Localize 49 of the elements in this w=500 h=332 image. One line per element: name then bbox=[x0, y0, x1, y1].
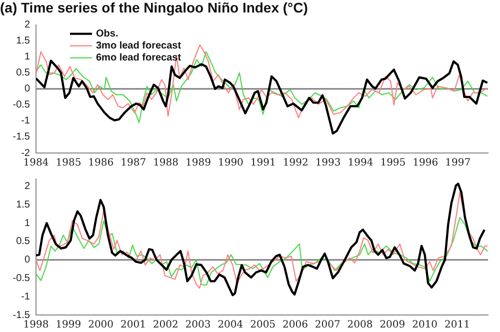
legend-label: Obs. bbox=[96, 28, 118, 40]
x-tick-label: 2011 bbox=[444, 320, 470, 331]
x-tick-label: 1988 bbox=[153, 158, 179, 169]
x-tick-label: 1989 bbox=[186, 158, 211, 169]
y-tick-label: -1.5 bbox=[12, 132, 30, 143]
y-tick-label: 0 bbox=[24, 254, 30, 266]
x-tick-label: 1998 bbox=[23, 320, 49, 331]
y-tick-label: 1.5 bbox=[16, 36, 30, 47]
x-tick-label: 2002 bbox=[152, 320, 178, 331]
y-tick-label: 1 bbox=[24, 52, 30, 63]
x-tick-label: 1986 bbox=[88, 158, 114, 169]
x-tick-label: 1995 bbox=[380, 158, 406, 169]
x-tick-label: 2008 bbox=[347, 320, 373, 331]
y-tick-label: 0.5 bbox=[16, 68, 30, 79]
x-tick-label: 1990 bbox=[218, 158, 244, 169]
x-tick-label: 2001 bbox=[120, 320, 146, 331]
x-tick-label: 1993 bbox=[315, 158, 341, 169]
x-tick-label: 2010 bbox=[412, 320, 438, 331]
x-tick-label: 2007 bbox=[314, 320, 340, 331]
legend-label: 3mo lead forecast bbox=[96, 40, 182, 52]
y-tick-label: 1.5 bbox=[16, 199, 30, 210]
x-tick-label: 2009 bbox=[380, 320, 406, 331]
y-tick-label: 2 bbox=[24, 20, 30, 31]
x-tick-label: 2005 bbox=[250, 320, 276, 331]
y-tick-label: -0.5 bbox=[12, 272, 30, 284]
y-tick-label: 1 bbox=[24, 218, 30, 229]
x-tick-label: 2006 bbox=[282, 320, 308, 331]
x-tick-label: 1999 bbox=[56, 320, 82, 331]
y-tick-label: -1 bbox=[21, 116, 30, 127]
x-tick-label: 1996 bbox=[412, 158, 438, 169]
legend-label: 6mo lead forecast bbox=[96, 52, 182, 64]
y-tick-label: 0.5 bbox=[16, 236, 30, 248]
x-tick-label: 2003 bbox=[185, 320, 211, 331]
y-tick-label: 2 bbox=[24, 181, 30, 192]
y-tick-label: -0.5 bbox=[12, 100, 30, 111]
y-tick-label: -2 bbox=[21, 148, 30, 159]
x-tick-label: 1992 bbox=[282, 158, 308, 169]
x-tick-label: 2000 bbox=[88, 320, 114, 331]
y-tick-label: -1 bbox=[21, 291, 30, 302]
x-tick-label: 1987 bbox=[120, 158, 146, 169]
y-tick-label: -1.5 bbox=[12, 310, 30, 321]
x-tick-label: 1984 bbox=[23, 158, 49, 169]
x-tick-label: 1985 bbox=[56, 158, 82, 169]
x-tick-label: 1994 bbox=[348, 158, 374, 169]
x-tick-label: 1991 bbox=[250, 158, 276, 169]
y-tick-label: 0 bbox=[24, 84, 30, 95]
chart-title: (a) Time series of the Ningaloo Niño Index (°C) bbox=[0, 0, 308, 16]
x-tick-label: 2004 bbox=[218, 320, 244, 331]
x-tick-label: 1997 bbox=[445, 158, 471, 169]
